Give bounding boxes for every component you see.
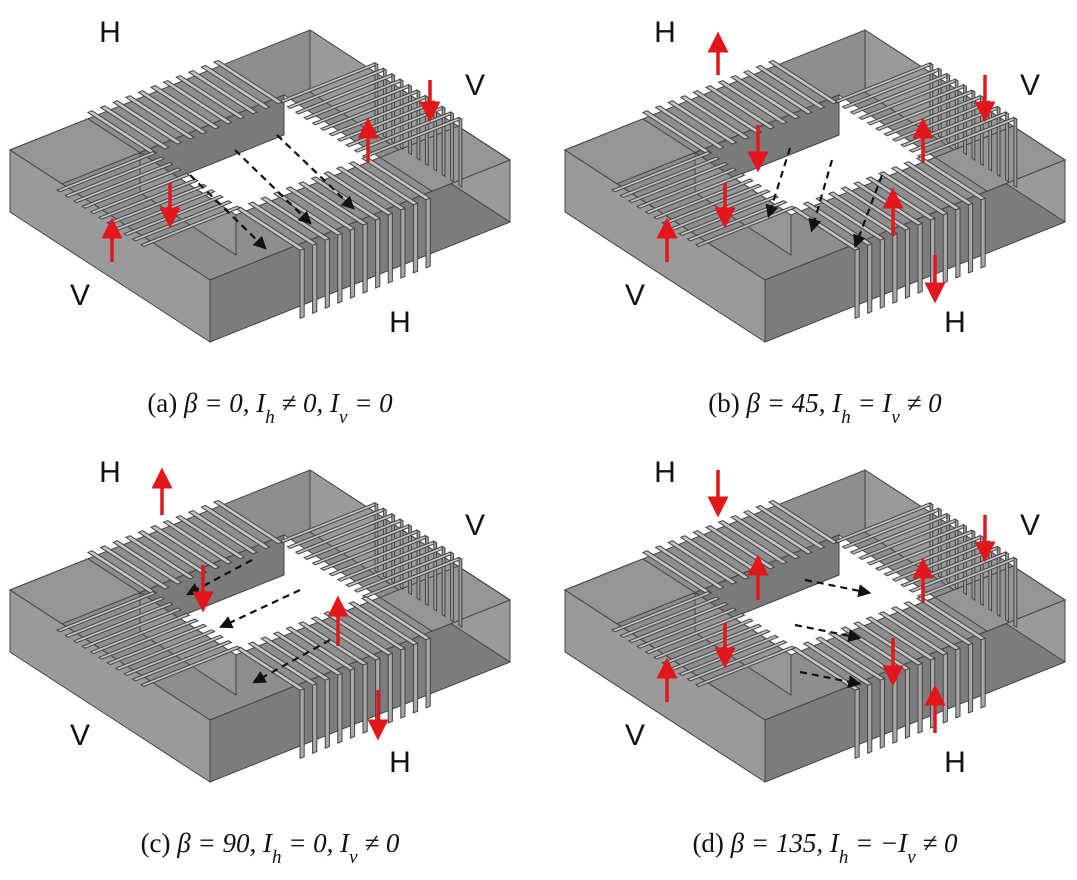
coil-fin (426, 638, 430, 708)
panel: H V V H (a) β = 0, Ih ≠ 0, Iv = 0 (10, 16, 510, 428)
caption-run: ≠ 0 (916, 828, 958, 858)
coil-fin (313, 244, 317, 314)
coil-fin (893, 234, 897, 304)
coil-fin (918, 223, 922, 293)
caption-run: ≠ 0 (900, 388, 942, 418)
coil-fin (905, 228, 909, 298)
coil-label: V (70, 279, 90, 312)
coil-label: V (1020, 69, 1040, 102)
caption-run: = 0, I (281, 828, 351, 858)
caption-run: (c) (141, 828, 178, 858)
coil-fin (426, 198, 430, 268)
coil-label: H (99, 16, 121, 49)
panel: H V V H (c) β = 90, Ih = 0, Iv ≠ 0 (10, 456, 510, 868)
coil-fin (905, 668, 909, 738)
caption-run: h (265, 407, 275, 428)
figure: H V V H (a) β = 0, Ih ≠ 0, Iv = 0 H V V H (b) β =… (0, 0, 1077, 880)
coil-fin (338, 674, 342, 744)
caption-run: ≠ 0 (358, 828, 400, 858)
caption: (c) β = 90, Ih = 0, Iv ≠ 0 (141, 828, 400, 868)
coil-label: V (465, 69, 485, 102)
caption-run: h (839, 847, 849, 868)
coil-label: V (625, 279, 645, 312)
coil-label: H (99, 456, 121, 489)
coil-fin (401, 208, 405, 278)
caption-run: (b) (708, 388, 746, 418)
coil-fin (363, 223, 367, 293)
coil-fin (943, 653, 947, 723)
coil-fin (376, 218, 380, 288)
coil-fin (413, 203, 417, 273)
coil-fin (413, 643, 417, 713)
coil-fin (868, 684, 872, 754)
panel: H V V H (b) β = 45, Ih = Iv ≠ 0 (565, 16, 1065, 428)
caption-run: (d) (692, 828, 730, 858)
coil-label: H (389, 306, 411, 339)
coil-fin (868, 244, 872, 314)
caption: (a) β = 0, Ih ≠ 0, Iv = 0 (147, 388, 393, 428)
coil-fin (459, 557, 462, 627)
coil-fin (325, 239, 329, 309)
caption-run: = 0 (347, 388, 393, 418)
caption-run: β = 45, I (746, 388, 844, 418)
coil-fin (880, 239, 884, 309)
coil-fin (300, 249, 304, 319)
caption-run: = −I (848, 828, 909, 858)
coil-fin (968, 203, 972, 273)
coil-label: H (654, 16, 676, 49)
coil-fin (338, 234, 342, 304)
caption-run: β = 135, I (730, 828, 841, 858)
coil-label: H (389, 746, 411, 779)
coil-fin (300, 689, 304, 759)
coil-label: V (70, 719, 90, 752)
coil-label: H (944, 746, 966, 779)
coil-fin (893, 674, 897, 744)
coil-label: V (625, 719, 645, 752)
coil-label: V (465, 509, 485, 542)
coil-fin (401, 648, 405, 718)
caption-run: (a) (147, 388, 184, 418)
coil-fin (363, 663, 367, 733)
coil-fin (350, 668, 354, 738)
coil-fin (388, 653, 392, 723)
coil-fin (880, 679, 884, 749)
caption-run: = I (851, 388, 894, 418)
coil-fin (956, 648, 960, 718)
coil-fin (855, 689, 859, 759)
coil-fin (1014, 117, 1017, 187)
caption-run: β = 90, I (176, 828, 274, 858)
coil-label: V (1020, 509, 1040, 542)
coil-fin (918, 663, 922, 733)
caption-run: h (841, 407, 851, 428)
coil-fin (968, 643, 972, 713)
caption-run: ≠ 0, I (275, 388, 341, 418)
coil-fin (313, 684, 317, 754)
coil-label: H (654, 456, 676, 489)
coil-fin (855, 249, 859, 319)
coil-fin (943, 213, 947, 283)
coil-label: H (944, 306, 966, 339)
coil-fin (325, 679, 329, 749)
coil-fin (956, 208, 960, 278)
coil-fin (981, 638, 985, 708)
coil-fin (981, 198, 985, 268)
caption: (b) β = 45, Ih = Iv ≠ 0 (708, 388, 942, 428)
caption: (d) β = 135, Ih = −Iv ≠ 0 (692, 828, 958, 868)
coil-fin (459, 117, 462, 187)
caption-run: h (272, 847, 282, 868)
coil-fin (1014, 557, 1017, 627)
coil-fin (388, 213, 392, 283)
caption-run: β = 0, I (183, 388, 267, 418)
panel: H V V H (d) β = 135, Ih = −Iv ≠ 0 (565, 456, 1065, 868)
coil-fin (350, 228, 354, 298)
